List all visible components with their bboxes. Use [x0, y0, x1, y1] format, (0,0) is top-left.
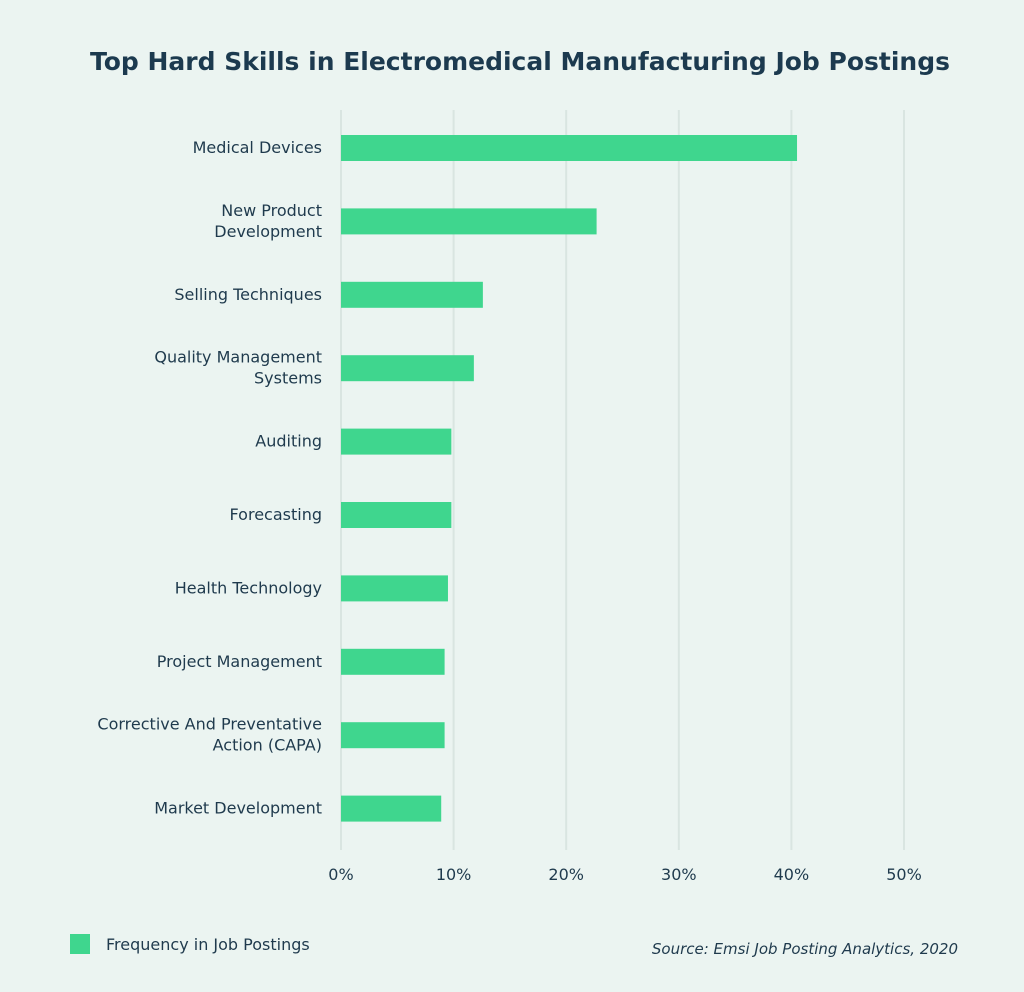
- category-label: Action (CAPA): [213, 736, 322, 755]
- category-label: Systems: [254, 369, 322, 388]
- bar: [341, 208, 597, 235]
- category-label: Medical Devices: [193, 138, 322, 157]
- x-tick-label: 0%: [328, 865, 353, 884]
- bar: [341, 355, 474, 382]
- category-label: New Product: [221, 201, 322, 220]
- bar: [341, 722, 445, 749]
- category-label: Health Technology: [175, 578, 322, 597]
- legend-label: Frequency in Job Postings: [106, 934, 310, 954]
- x-axis-ticks: 0% 10% 20% 30% 40% 50%: [328, 865, 921, 884]
- x-tick-label: 40%: [774, 865, 810, 884]
- category-labels: Medical Devices New Product Development Sel…: [97, 138, 322, 818]
- category-label: Development: [214, 222, 322, 241]
- bar: [341, 795, 442, 822]
- category-label: Selling Techniques: [174, 285, 322, 304]
- category-label: Auditing: [255, 432, 322, 451]
- bars: [341, 135, 798, 822]
- category-label: Market Development: [154, 799, 322, 818]
- x-tick-label: 50%: [886, 865, 922, 884]
- bar: [341, 281, 483, 308]
- bar: [341, 575, 448, 602]
- bar: [341, 428, 452, 455]
- category-label: Forecasting: [230, 505, 322, 524]
- x-tick-label: 30%: [661, 865, 697, 884]
- x-tick-label: 10%: [436, 865, 472, 884]
- chart-title: Top Hard Skills in Electromedical Manufa…: [89, 47, 951, 76]
- bar: [341, 502, 452, 528]
- category-label: Quality Management: [154, 348, 322, 367]
- bar: [341, 648, 445, 675]
- category-label: Project Management: [157, 652, 322, 671]
- category-label: Corrective And Preventative: [97, 715, 322, 734]
- bar: [341, 135, 798, 161]
- x-tick-label: 20%: [548, 865, 584, 884]
- legend: Frequency in Job Postings: [70, 934, 310, 954]
- legend-swatch: [70, 934, 90, 954]
- source-note: Source: Emsi Job Posting Analytics, 2020: [651, 940, 958, 958]
